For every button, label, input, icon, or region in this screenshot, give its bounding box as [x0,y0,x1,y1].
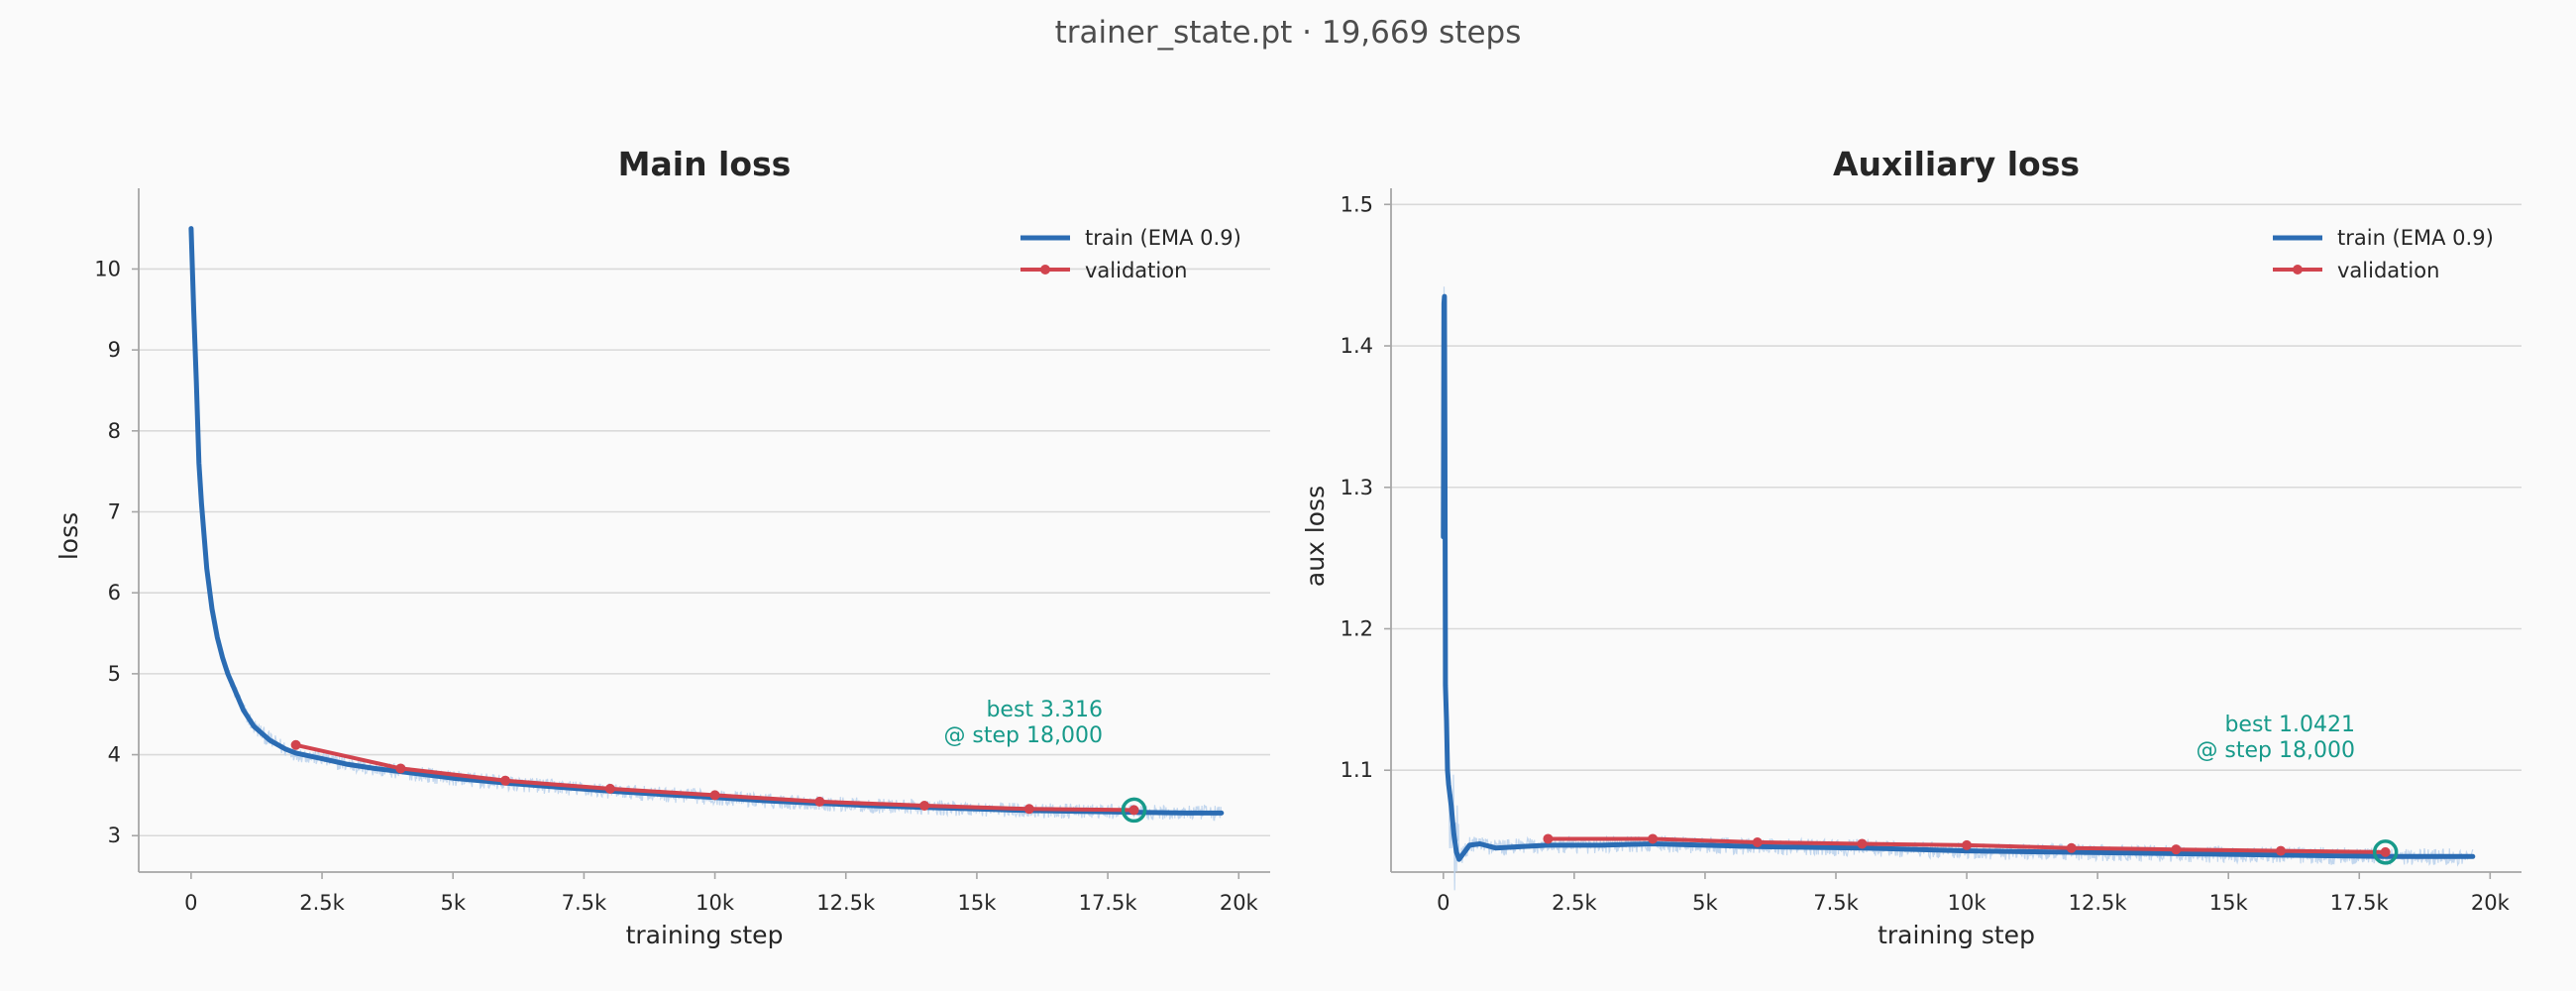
y-tick-label: 7 [108,499,121,523]
train-raw-line [1443,286,2474,891]
x-tick-label: 7.5k [562,891,607,915]
legend-validation-marker [1040,265,1050,275]
x-tick-label: 17.5k [1079,891,1138,915]
y-tick-label: 1.5 [1341,192,1373,216]
legend-train-label: train (EMA 0.9) [2337,226,2494,250]
legend: train (EMA 0.9) validation [1020,226,1241,282]
validation-point [500,775,511,786]
validation-point [604,783,615,794]
x-tick-label: 7.5k [1813,891,1859,915]
validation-point [2380,846,2391,857]
y-tick-label: 3 [108,824,121,847]
x-tick-label: 2.5k [299,891,345,915]
validation-point [1128,805,1139,816]
best-annotation-value: best 3.316 [986,698,1103,722]
y-tick-label: 1.1 [1341,758,1373,782]
chart-title: Main loss [618,145,792,183]
best-marker [2372,839,2399,865]
validation-point [1648,833,1659,844]
y-tick-label: 1.2 [1341,616,1373,640]
legend-train-label: train (EMA 0.9) [1085,226,1241,250]
y-tick-label: 4 [108,743,121,767]
legend-validation-marker [2293,265,2303,275]
x-tick-label: 12.5k [816,891,876,915]
x-tick-label: 2.5k [1552,891,1597,915]
x-axis-label: training step [1878,921,2035,949]
best-annotation-step: @ step 18,000 [2196,738,2355,763]
x-tick-label: 15k [2209,891,2249,915]
best-annotation-step: @ step 18,000 [943,723,1103,748]
validation-point [290,739,301,750]
y-tick-label: 8 [108,419,121,443]
y-tick-label: 9 [108,338,121,362]
y-tick-label: 1.4 [1341,334,1373,358]
y-tick-label: 1.3 [1341,476,1373,499]
y-tick-label: 10 [94,257,121,280]
x-tick-label: 20k [2471,891,2511,915]
main-loss-panel: Main loss 3 4 5 6 7 8 9 10 0 2.5k 5k 7.5k 10k 12.5k 15k… [54,145,1270,949]
validation-point [1752,837,1763,848]
validation-point [2171,844,2182,855]
validation-point [919,801,930,812]
best-annotation-value: best 1.0421 [2224,713,2355,737]
validation-point [709,790,720,801]
chart-title: Auxiliary loss [1833,145,2080,183]
best-marker [1121,797,1147,824]
y-tick-label: 5 [108,662,121,686]
validation-point [1543,833,1554,844]
x-axis-label: training step [626,921,784,949]
legend-validation-label: validation [1085,259,1187,282]
legend-validation-label: validation [2337,259,2439,282]
figure-suptitle: trainer_state.pt · 19,669 steps [1055,15,1522,51]
validation-point [1023,804,1034,815]
validation-point [1857,838,1868,849]
x-tick-label: 5k [440,891,466,915]
validation-point [814,796,825,807]
validation-point [395,763,406,774]
x-tick-label: 17.5k [2330,891,2390,915]
y-axis-label: loss [54,512,83,560]
y-tick-label: 6 [108,581,121,605]
x-tick-label: 5k [1692,891,1718,915]
y-axis-label: aux loss [1301,486,1330,587]
legend: train (EMA 0.9) validation [2273,226,2494,282]
x-tick-label: 10k [696,891,735,915]
x-tick-label: 20k [1220,891,1259,915]
x-tick-label: 10k [1948,891,1987,915]
validation-point [2276,845,2287,856]
validation-point [1962,839,1973,850]
x-tick-label: 12.5k [2069,891,2128,915]
x-tick-label: 0 [1437,891,1449,915]
validation-point [2066,842,2077,853]
auxiliary-loss-panel: Auxiliary loss 1.1 1.2 1.3 1.4 1.5 0 2.5k 5k 7.5k… [1301,145,2522,949]
x-tick-label: 0 [184,891,197,915]
train-ema-line [1441,293,2476,862]
x-tick-label: 15k [957,891,997,915]
